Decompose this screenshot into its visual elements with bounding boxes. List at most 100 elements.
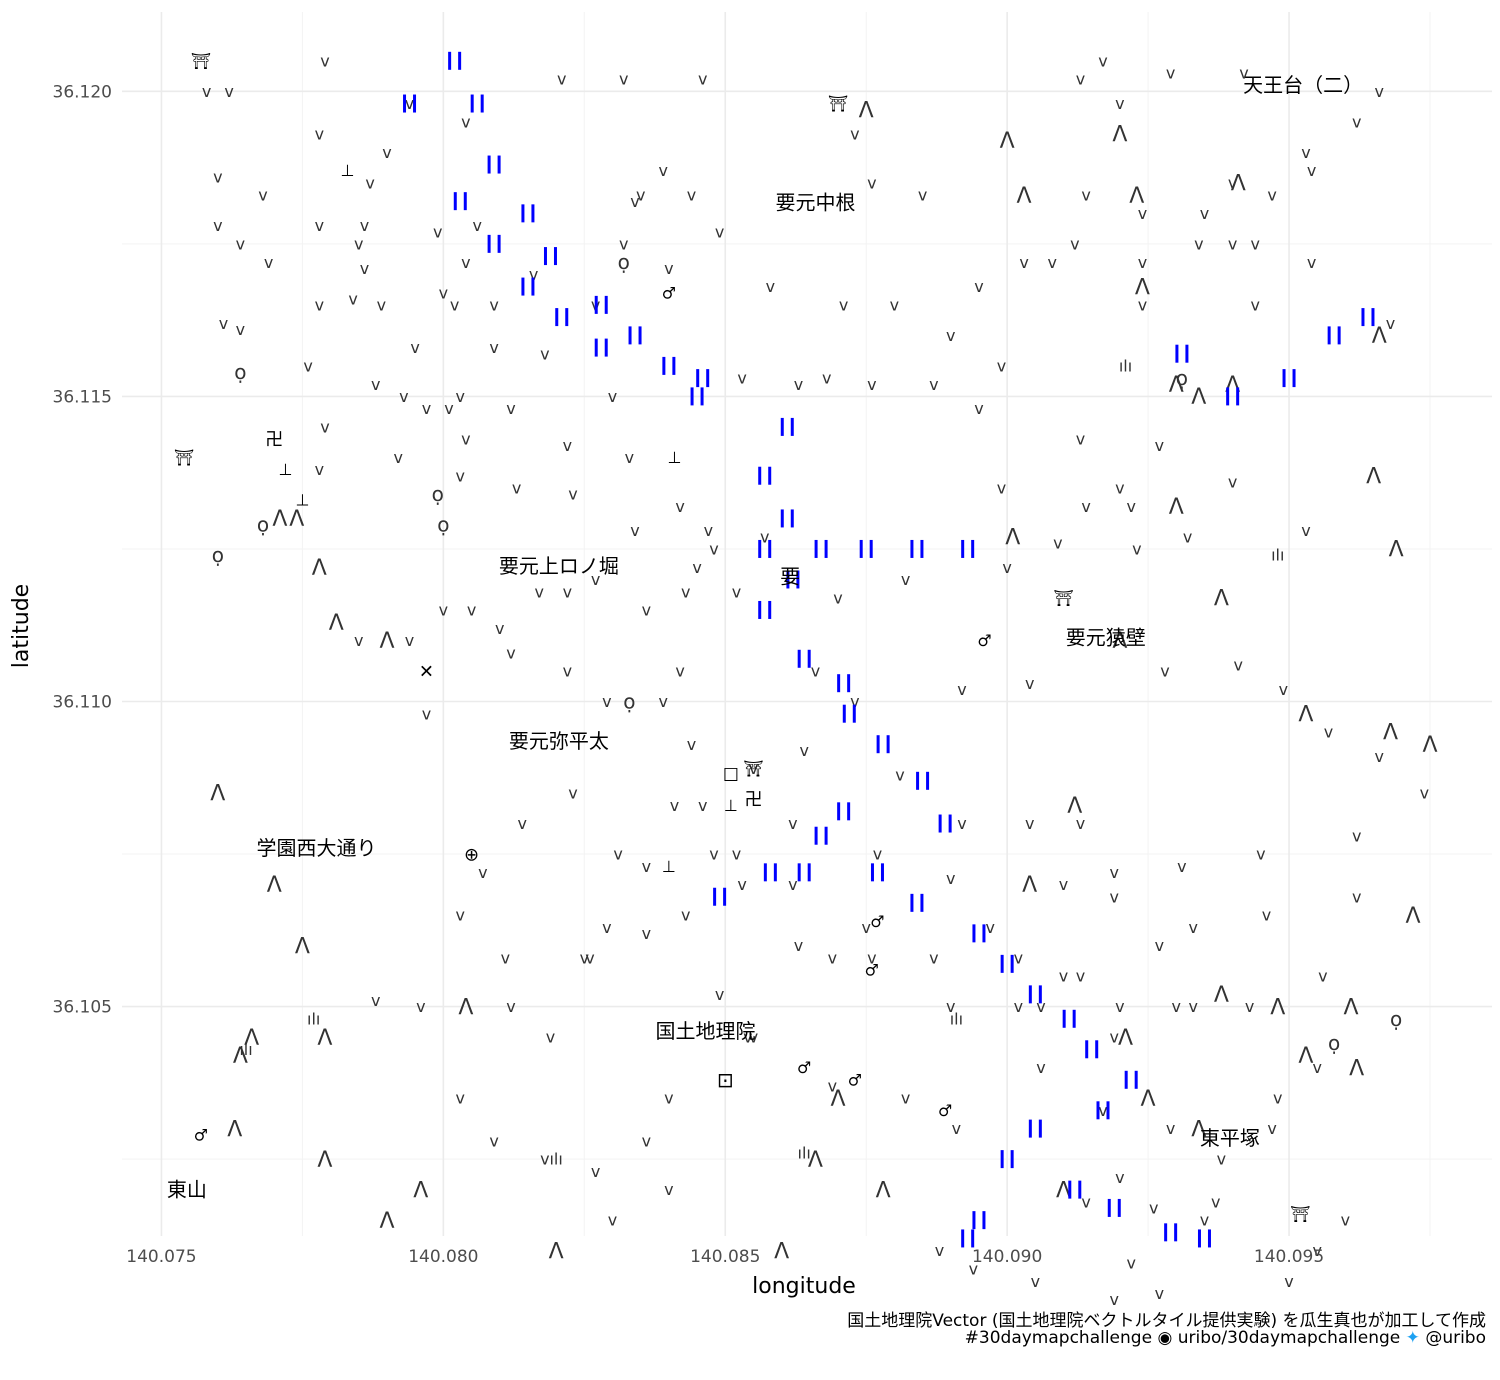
broadleaf-mark: ılı bbox=[950, 1009, 963, 1028]
field-mark: v bbox=[1352, 826, 1361, 845]
field-mark: v bbox=[563, 662, 572, 681]
field-mark: v bbox=[1250, 295, 1259, 314]
field-mark: v bbox=[1341, 1211, 1350, 1230]
twitter-handle[interactable]: @uribo bbox=[1425, 1328, 1486, 1348]
field-mark: v bbox=[957, 680, 966, 699]
field-mark: v bbox=[997, 356, 1006, 375]
field-mark: v bbox=[557, 70, 566, 89]
field-mark: v bbox=[580, 948, 589, 967]
shrine-mark: ⛩ bbox=[743, 759, 763, 778]
field-mark: v bbox=[709, 540, 718, 559]
field-mark: v bbox=[1188, 997, 1197, 1016]
wasteland-mark: Λ bbox=[1118, 1026, 1133, 1051]
field-mark: v bbox=[636, 186, 645, 205]
field-mark: v bbox=[219, 314, 228, 333]
wasteland-mark: Λ bbox=[233, 1044, 248, 1069]
monument-mark: ♂ bbox=[865, 961, 879, 980]
field-mark: v bbox=[974, 277, 983, 296]
field-mark: v bbox=[1138, 253, 1147, 272]
field-mark: v bbox=[456, 1089, 465, 1108]
wasteland-mark: Λ bbox=[227, 1117, 242, 1142]
field-mark: v bbox=[1098, 1101, 1107, 1120]
field-mark: v bbox=[1098, 51, 1107, 70]
field-mark: v bbox=[264, 253, 273, 272]
field-mark: v bbox=[664, 259, 673, 278]
orchard-mark: ọ bbox=[1176, 366, 1188, 390]
wasteland-mark: Λ bbox=[1141, 1087, 1156, 1112]
y-tick-label: 36.110 bbox=[53, 692, 112, 712]
field-mark: v bbox=[957, 814, 966, 833]
wasteland-mark: Λ bbox=[312, 556, 327, 581]
field-mark: v bbox=[952, 1119, 961, 1138]
wasteland-mark: Λ bbox=[1406, 904, 1421, 929]
wasteland-mark: Λ bbox=[1298, 1044, 1313, 1069]
field-mark: v bbox=[224, 82, 233, 101]
field-mark: v bbox=[456, 906, 465, 925]
field-mark: v bbox=[850, 125, 859, 144]
field-mark: v bbox=[743, 1028, 752, 1047]
repo-link[interactable]: uribo/30daymapchallenge bbox=[1177, 1328, 1401, 1348]
broadleaf-mark: ılı bbox=[549, 1150, 562, 1169]
wasteland-mark: Λ bbox=[1169, 373, 1184, 398]
cemetery-mark: ⊥ bbox=[341, 161, 355, 180]
field-mark: v bbox=[1048, 253, 1057, 272]
field-mark: v bbox=[918, 186, 927, 205]
school-symbols: ⊡ bbox=[717, 1068, 734, 1092]
field-mark: v bbox=[1014, 948, 1023, 967]
field-mark: v bbox=[1217, 1150, 1226, 1169]
field-mark: v bbox=[303, 356, 312, 375]
wasteland-mark: Λ bbox=[549, 1239, 564, 1264]
field-mark: v bbox=[1155, 436, 1164, 455]
field-mark: v bbox=[873, 845, 882, 864]
field-mark: v bbox=[664, 1089, 673, 1108]
field-mark: v bbox=[608, 1211, 617, 1230]
field-mark: v bbox=[456, 466, 465, 485]
wasteland-mark: Λ bbox=[1067, 794, 1082, 819]
field-mark: v bbox=[828, 948, 837, 967]
field-mark: v bbox=[969, 1260, 978, 1279]
field-mark: v bbox=[811, 662, 820, 681]
field-mark: v bbox=[687, 735, 696, 754]
wasteland-mark: Λ bbox=[1191, 1117, 1206, 1142]
field-mark: v bbox=[1031, 1272, 1040, 1291]
field-mark: v bbox=[563, 582, 572, 601]
broadleaf-mark: ılı bbox=[1119, 356, 1132, 375]
monument-mark: ♂ bbox=[977, 631, 991, 650]
field-mark: v bbox=[461, 112, 470, 131]
shrine-symbols: ⛩ ⛩ ⛩ ⛩ ⛩ ⛩ bbox=[174, 51, 1311, 1223]
field-mark: v bbox=[1081, 497, 1090, 516]
y-axis-title: latitude bbox=[9, 584, 34, 668]
field-mark: v bbox=[1262, 906, 1271, 925]
field-mark: v bbox=[1239, 64, 1248, 83]
field-mark: v bbox=[439, 283, 448, 302]
wasteland-mark: Λ bbox=[458, 995, 473, 1020]
field-mark: v bbox=[371, 375, 380, 394]
field-mark: v bbox=[1110, 1028, 1119, 1047]
field-mark: v bbox=[236, 234, 245, 253]
field-mark: v bbox=[1138, 295, 1147, 314]
field-mark: v bbox=[1025, 814, 1034, 833]
wasteland-mark: Λ bbox=[413, 1178, 428, 1203]
x-tick-label: 140.080 bbox=[408, 1247, 478, 1267]
broadleaf-mark: ılı bbox=[307, 1009, 320, 1028]
hashtag: #30daymapchallenge bbox=[964, 1328, 1153, 1348]
x-tick-label: 140.075 bbox=[126, 1247, 196, 1267]
field-mark: v bbox=[828, 1076, 837, 1095]
place-label: 要元弥平太 bbox=[509, 729, 609, 753]
field-mark: v bbox=[1228, 472, 1237, 491]
field-mark: v bbox=[534, 582, 543, 601]
broadleaf-mark: ılı bbox=[1271, 546, 1284, 565]
monument-mark: ♂ bbox=[194, 1125, 208, 1144]
field-mark: v bbox=[619, 70, 628, 89]
field-mark: v bbox=[670, 796, 679, 815]
shrine-mark: ⛩ bbox=[174, 448, 194, 467]
field-mark: v bbox=[382, 143, 391, 162]
x-tick-label: 140.085 bbox=[690, 1247, 760, 1267]
field-mark: v bbox=[1076, 967, 1085, 986]
field-mark: v bbox=[315, 295, 324, 314]
field-mark: v bbox=[546, 1028, 555, 1047]
orchard-mark: ọ bbox=[1390, 1007, 1402, 1031]
field-symbols: v v v v v v v v v v v v v v v v v v v v v v v v v v v v v v v v v v v v v v v v… bbox=[202, 51, 1429, 1309]
building-mark: ☐ bbox=[723, 765, 739, 786]
